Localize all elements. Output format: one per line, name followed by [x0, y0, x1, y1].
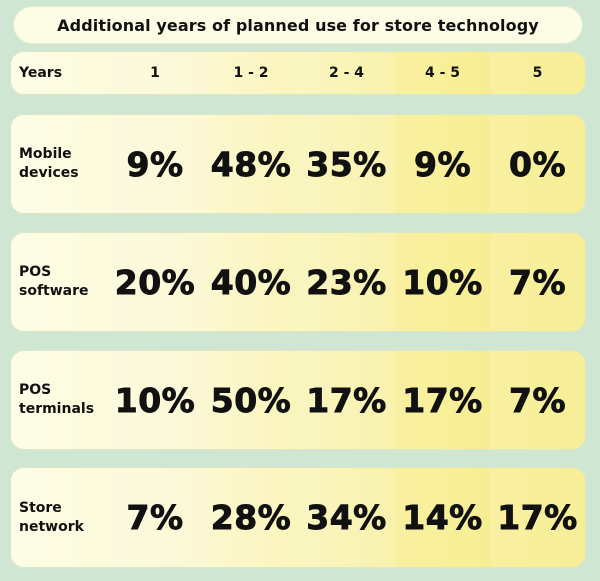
data-label: 40%	[210, 262, 292, 302]
data-label: 34%	[306, 498, 387, 538]
data-label: 7%	[126, 498, 184, 538]
data-label: 17%	[497, 498, 578, 538]
data-label: 50%	[210, 380, 292, 420]
data-label: 7%	[508, 262, 567, 302]
data-label: 10%	[402, 262, 483, 302]
data-label: 28%	[210, 498, 292, 538]
data-label: 0%	[508, 144, 567, 184]
column-shade	[106, 351, 204, 449]
row-label: POS software	[19, 264, 89, 299]
column-shade	[106, 115, 204, 213]
column-shade	[490, 115, 585, 213]
table-row: POS terminals 10% 50% 17% 17% 7%	[11, 351, 585, 449]
column-shade	[490, 233, 585, 331]
data-label: 9%	[126, 144, 184, 184]
table-row: Store network 7% 28% 34% 14% 17%	[11, 468, 585, 567]
column-shade	[490, 52, 585, 94]
row-label: Store network	[19, 499, 84, 535]
column-shade	[298, 351, 395, 449]
column-shade	[106, 468, 204, 567]
column-header: 4 - 5	[424, 65, 461, 81]
data-label: 9%	[413, 144, 472, 184]
data-label: 17%	[306, 380, 387, 420]
data-label: 35%	[306, 144, 387, 184]
table-row: POS software 20% 40% 23% 10% 7%	[11, 233, 585, 331]
row-header-label: Years	[19, 64, 63, 81]
column-header: 2 - 4	[328, 65, 365, 81]
header-row: Years 1 1 - 2 2 - 4 4 - 5 5	[11, 52, 585, 94]
data-label: 20%	[114, 262, 196, 302]
data-label: 7%	[508, 380, 567, 420]
title-banner: Additional years of planned use for stor…	[14, 7, 582, 43]
row-label: POS terminals	[19, 382, 95, 417]
data-label: 14%	[402, 498, 483, 538]
column-shade	[298, 468, 395, 567]
column-shade	[298, 233, 395, 331]
data-label: 10%	[114, 380, 196, 420]
data-label: 48%	[210, 144, 292, 184]
column-header: 1 - 2	[233, 65, 269, 81]
column-shade	[106, 233, 204, 331]
column-header: 5	[532, 65, 543, 81]
data-label: 23%	[306, 262, 387, 302]
column-shade	[298, 115, 395, 213]
data-label: 17%	[402, 380, 483, 420]
table-row: Mobile devices 9% 48% 35% 9% 0%	[11, 115, 585, 213]
column-shade	[106, 52, 204, 94]
column-shade	[490, 351, 585, 449]
column-shade	[490, 468, 585, 567]
chart-title: Additional years of planned use for stor…	[57, 15, 539, 35]
column-header: 1	[150, 65, 160, 81]
row-label: Mobile devices	[19, 146, 79, 181]
column-shade	[298, 52, 395, 94]
